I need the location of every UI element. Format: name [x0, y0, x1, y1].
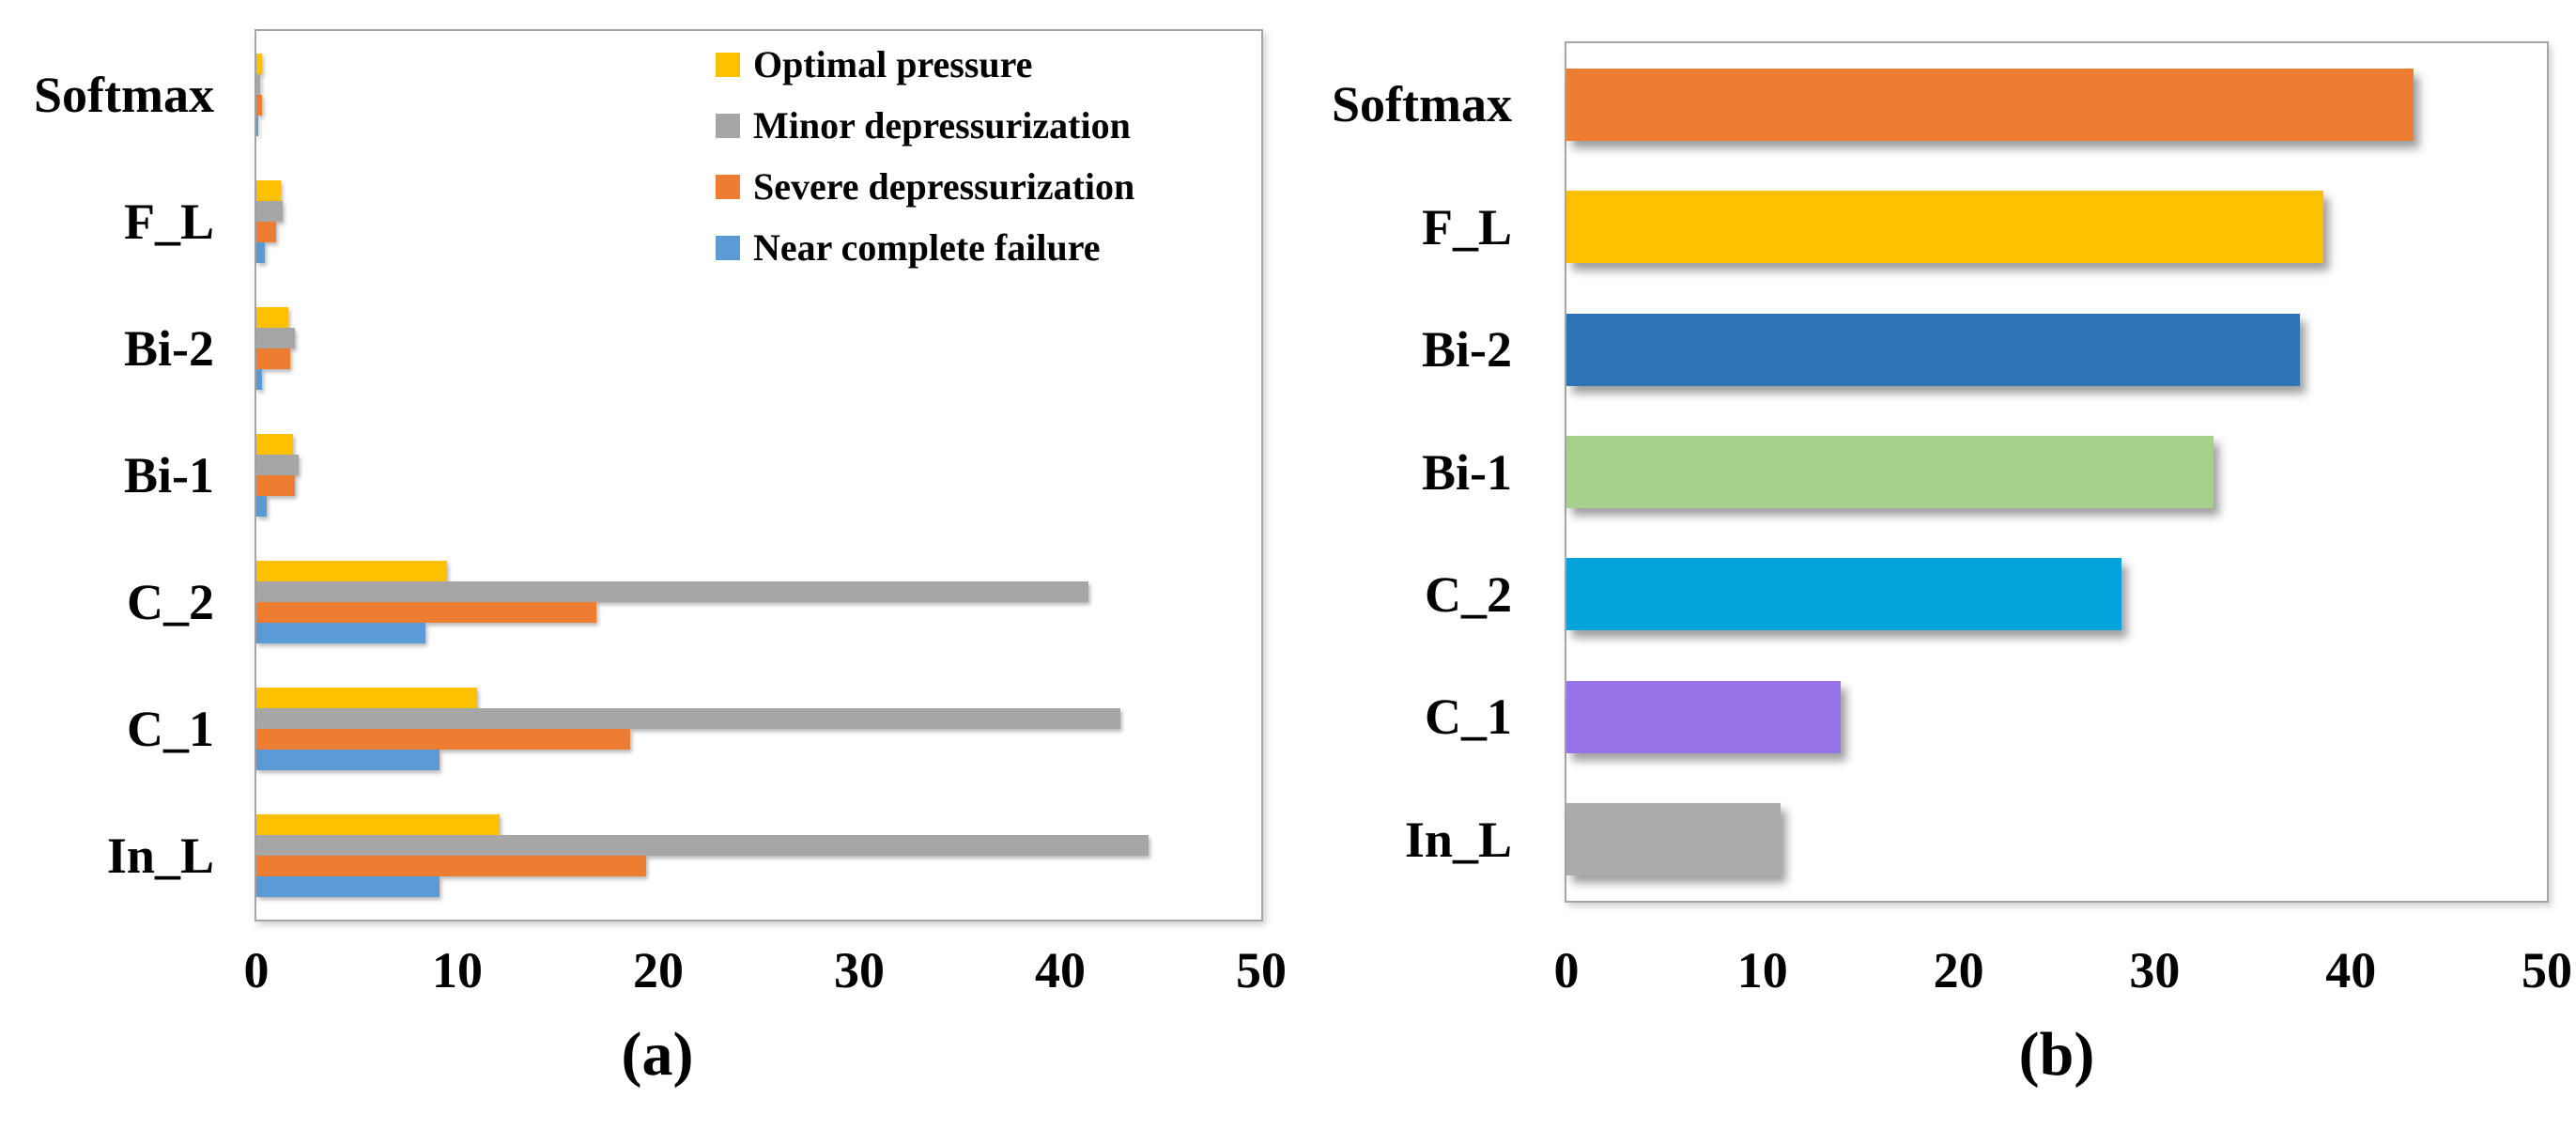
y-axis-label-c-2: C_2	[127, 574, 214, 631]
bar-c-2-near-complete-failure	[256, 623, 425, 644]
legend-item-near-complete-failure: Near complete failure	[716, 217, 1134, 278]
bar-bi-1-near-complete-failure	[256, 496, 267, 517]
legend-swatch-minor-depressurization	[716, 113, 740, 138]
y-axis-label-c-1: C_1	[1425, 689, 1512, 746]
bar-c-2-severe-depressurization	[256, 602, 596, 624]
bar-f-l-optimal-pressure	[256, 179, 281, 201]
bar-c-1-near-complete-failure	[256, 750, 440, 771]
legend-swatch-optimal-pressure	[716, 52, 740, 77]
bar-bi-2-near-complete-failure	[256, 368, 263, 390]
bar-bi-2-minor-depressurization	[256, 327, 295, 348]
y-axis-label-softmax: Softmax	[1332, 76, 1512, 133]
bar-f-l	[1566, 191, 2323, 264]
y-axis-label-bi-2: Bi-2	[123, 319, 214, 377]
legend-label-near-complete-failure: Near complete failure	[753, 226, 1101, 269]
y-axis-label-c-2: C_2	[1425, 565, 1512, 623]
x-axis-tick-label-50: 50	[2522, 942, 2572, 998]
legend-swatch-severe-depressurization	[716, 174, 740, 199]
bar-f-l-minor-depressurization	[256, 200, 283, 222]
y-axis-label-bi-1: Bi-1	[123, 447, 214, 503]
legend-label-severe-depressurization: Severe depressurization	[753, 165, 1135, 208]
bar-c-1	[1566, 680, 1842, 753]
legend-label-optimal-pressure: Optimal pressure	[753, 43, 1033, 85]
x-axis-tick-label-0: 0	[1553, 942, 1580, 998]
bar-in-l-near-complete-failure	[256, 876, 440, 898]
x-axis-tick-label-20: 20	[633, 942, 684, 998]
bar-f-l-severe-depressurization	[256, 221, 277, 242]
x-axis-tick-label-50: 50	[1236, 942, 1287, 998]
bar-bi-2-severe-depressurization	[256, 348, 291, 369]
bar-bi-1-minor-depressurization	[256, 455, 299, 475]
bar-bi-1-optimal-pressure	[256, 434, 293, 455]
x-axis-tick-label-30: 30	[834, 942, 885, 998]
bar-c-2-minor-depressurization	[256, 581, 1088, 603]
x-axis-tick-label-20: 20	[1933, 942, 1984, 998]
legend: Optimal pressure Minor depressurization Se…	[716, 34, 1134, 278]
y-axis-label-in-l: In_L	[1404, 811, 1512, 868]
x-axis-tick-label-10: 10	[1736, 942, 1788, 998]
legend-label-minor-depressurization: Minor depressurization	[753, 104, 1131, 147]
legend-swatch-near-complete-failure	[716, 235, 740, 260]
legend-item-optimal-pressure: Optimal pressure	[716, 34, 1134, 95]
y-axis-label-bi-2: Bi-2	[1421, 321, 1512, 379]
legend-item-minor-depressurization: Minor depressurization	[716, 95, 1134, 156]
bar-f-l-near-complete-failure	[256, 241, 265, 263]
bar-in-l-optimal-pressure	[256, 814, 500, 836]
bar-softmax-near-complete-failure	[256, 115, 259, 136]
bar-c-1-severe-depressurization	[256, 729, 631, 750]
y-axis-label-f-l: F_L	[123, 193, 214, 250]
bar-softmax-minor-depressurization	[256, 73, 261, 95]
y-axis-label-softmax: Softmax	[34, 66, 214, 123]
bar-softmax-severe-depressurization	[256, 94, 263, 116]
bar-c-1-optimal-pressure	[256, 688, 478, 709]
chart-a-caption: (a)	[621, 1020, 694, 1089]
bar-in-l-severe-depressurization	[256, 856, 647, 877]
x-axis-tick-label-0: 0	[243, 942, 270, 998]
legend-item-severe-depressurization: Severe depressurization	[716, 156, 1134, 217]
x-axis-tick-label-40: 40	[2325, 942, 2377, 998]
bar-bi-1	[1566, 436, 2214, 508]
chart-a-plot-area	[255, 29, 1263, 921]
bar-in-l	[1566, 803, 1781, 876]
bar-c-2	[1566, 558, 2121, 631]
y-axis-label-c-1: C_1	[127, 701, 214, 758]
x-axis-tick-label-10: 10	[432, 942, 483, 998]
bar-bi-2	[1566, 313, 2300, 386]
y-axis-label-bi-1: Bi-1	[1421, 443, 1512, 501]
bar-in-l-minor-depressurization	[256, 835, 1149, 857]
y-axis-label-in-l: In_L	[106, 828, 214, 885]
x-axis-tick-label-40: 40	[1035, 942, 1086, 998]
bar-softmax-optimal-pressure	[256, 53, 263, 74]
chart-b-caption: (b)	[2018, 1020, 2095, 1089]
bar-c-1-minor-depressurization	[256, 708, 1121, 730]
y-axis-label-f-l: F_L	[1421, 198, 1512, 255]
bar-softmax	[1566, 68, 2414, 141]
bar-bi-2-optimal-pressure	[256, 306, 289, 328]
x-axis-tick-label-30: 30	[2129, 942, 2181, 998]
bar-c-2-optimal-pressure	[256, 561, 448, 582]
bar-bi-1-severe-depressurization	[256, 475, 295, 496]
